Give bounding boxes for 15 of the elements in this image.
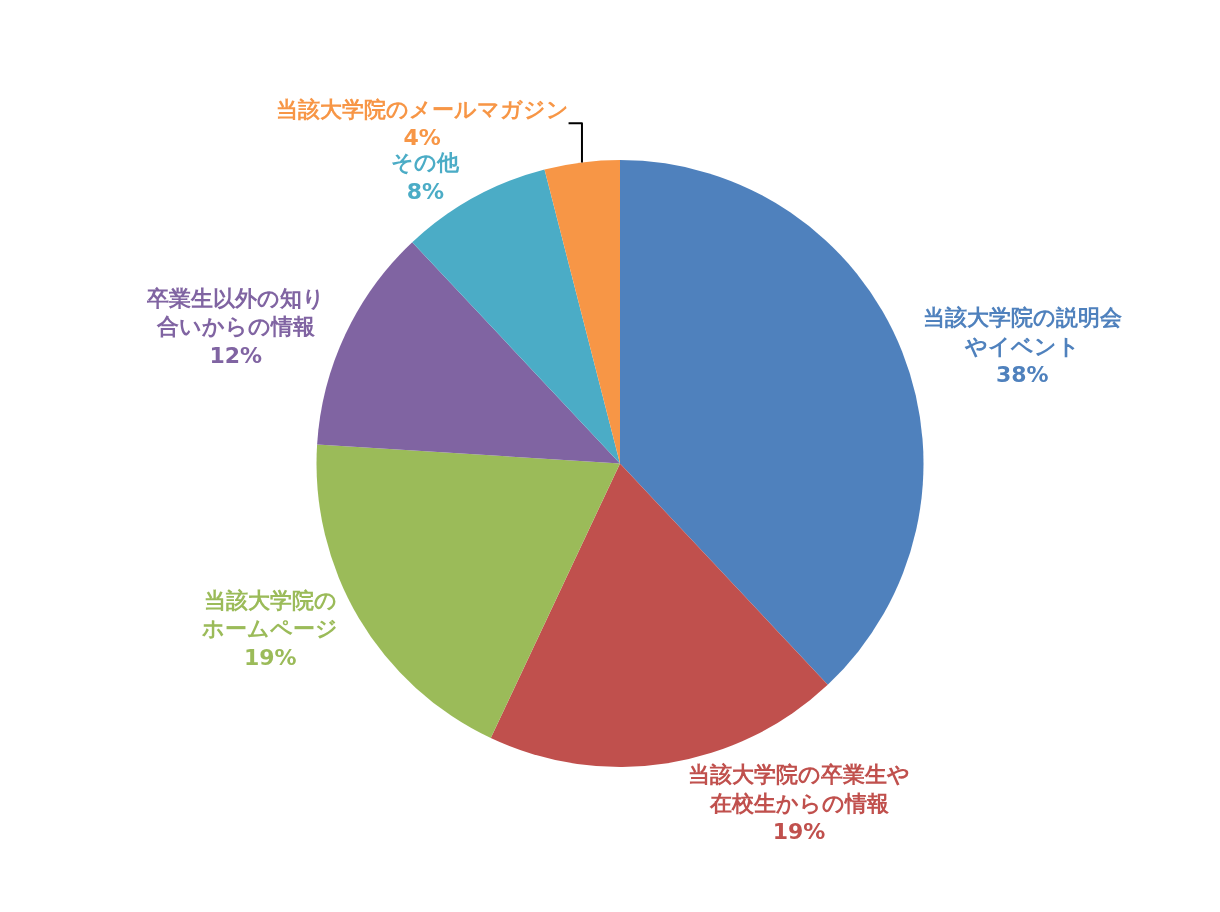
pie-slice [544,160,620,464]
data-label: 12% [209,342,263,368]
slice-label: 当該大学院の卒業生や在校生からの情報 [688,762,911,816]
slice-label: 卒業生以外の知り合いからの情報 [145,285,325,340]
pie-slice [317,242,620,464]
slice-label: 当該大学院の説明会やイベント [922,305,1123,359]
slice-label: 当該大学院のホームページ [201,587,339,642]
pie-slice [620,160,923,685]
data-label: 19% [243,644,297,670]
slice-label: その他 [391,150,461,176]
data-label: 8% [406,178,445,204]
data-label: 38% [995,362,1049,388]
data-label: 19% [772,819,826,845]
data-label: 4% [403,125,441,151]
slice-label: 当該大学院のメールマガジン [275,96,569,122]
